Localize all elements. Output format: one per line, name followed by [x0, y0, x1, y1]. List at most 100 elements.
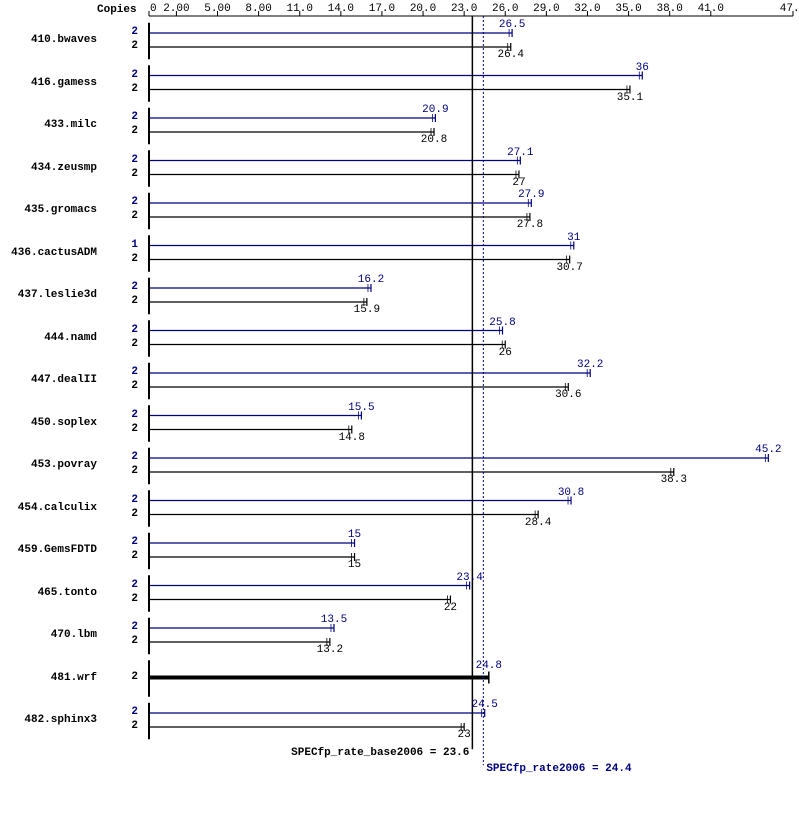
benchmark-name: 459.GemsFDTD: [2, 544, 97, 556]
value-base: 38.3: [661, 474, 687, 486]
value-peak: 25.8: [489, 317, 515, 329]
axis-tick-label: 32.0: [574, 3, 600, 15]
copies-peak: 2: [118, 196, 138, 208]
copies-base: 2: [118, 380, 138, 392]
benchmark-name: 444.namd: [2, 332, 97, 344]
copies-peak: 1: [118, 239, 138, 251]
copies-base: 2: [118, 593, 138, 605]
benchmark-name: 436.cactusADM: [2, 247, 97, 259]
copies-header: Copies: [97, 4, 137, 16]
axis-tick-label: 47.0: [780, 3, 799, 15]
copies-base: 2: [118, 550, 138, 562]
copies-peak: 2: [118, 451, 138, 463]
value-peak: 32.2: [577, 359, 603, 371]
value-peak: 31: [567, 232, 580, 244]
value-base: 27: [512, 177, 525, 189]
spec-rate-chart: Copies 0 2.00 5.00 8.00 11.0 14.0 17.0 20.0 23.0 2…: [0, 0, 799, 831]
copies-peak: 2: [118, 111, 138, 123]
value-peak: 24.5: [471, 699, 497, 711]
axis-tick-label: 0: [150, 3, 157, 15]
benchmark-name: 450.soplex: [2, 417, 97, 429]
copies-peak: 2: [118, 579, 138, 591]
axis-tick-label: 38.0: [656, 3, 682, 15]
value-base: 30.7: [556, 262, 582, 274]
value-peak: 23.4: [456, 572, 482, 584]
base-summary-label: SPECfp_rate_base2006 = 23.6: [291, 747, 469, 759]
copies-base: 2: [118, 295, 138, 307]
copies-base: 2: [118, 635, 138, 647]
benchmark-name: 410.bwaves: [2, 34, 97, 46]
value-base: 22: [444, 602, 457, 614]
peak-summary-label: SPECfp_rate2006 = 24.4: [486, 763, 631, 775]
value-peak: 45.2: [755, 444, 781, 456]
copies-base: 2: [118, 40, 138, 52]
copies-base: 2: [118, 508, 138, 520]
axis-tick-label: 23.0: [451, 3, 477, 15]
value-base: 15.9: [354, 304, 380, 316]
value-peak: 16.2: [358, 274, 384, 286]
copies-peak: 2: [118, 706, 138, 718]
axis-tick-label: 26.0: [492, 3, 518, 15]
benchmark-name: 434.zeusmp: [2, 162, 97, 174]
value-peak: 15: [348, 529, 361, 541]
benchmark-name: 470.lbm: [2, 629, 97, 641]
benchmark-name: 433.milc: [2, 119, 97, 131]
value-peak: 30.8: [558, 487, 584, 499]
value-peak: 24.8: [476, 660, 502, 672]
value-base: 13.2: [317, 644, 343, 656]
benchmark-name: 453.povray: [2, 459, 97, 471]
copies-peak: 2: [118, 69, 138, 81]
value-peak: 26.5: [499, 19, 525, 31]
value-base: 35.1: [617, 92, 643, 104]
axis-tick-label: 29.0: [533, 3, 559, 15]
copies-base: 2: [118, 168, 138, 180]
copies-base: 2: [118, 253, 138, 265]
value-base: 15: [348, 559, 361, 571]
value-base: 23: [458, 729, 471, 741]
value-peak: 27.9: [518, 189, 544, 201]
copies-base: 2: [118, 465, 138, 477]
axis-tick-label: 5.00: [204, 3, 230, 15]
axis-tick-label: 20.0: [410, 3, 436, 15]
copies-base: 2: [118, 210, 138, 222]
copies-peak: 2: [118, 281, 138, 293]
copies-base: 2: [118, 338, 138, 350]
benchmark-name: 416.gamess: [2, 77, 97, 89]
axis-tick-label: 14.0: [328, 3, 354, 15]
copies-base: 2: [118, 671, 138, 683]
axis-tick-label: 35.0: [615, 3, 641, 15]
copies-base: 2: [118, 423, 138, 435]
value-base: 20.8: [421, 134, 447, 146]
copies-peak: 2: [118, 366, 138, 378]
copies-peak: 2: [118, 324, 138, 336]
copies-base: 2: [118, 125, 138, 137]
value-peak: 13.5: [321, 614, 347, 626]
value-base: 26.4: [498, 49, 524, 61]
benchmark-name: 435.gromacs: [2, 204, 97, 216]
value-base: 26: [499, 347, 512, 359]
value-base: 28.4: [525, 517, 551, 529]
axis-tick-label: 41.0: [698, 3, 724, 15]
benchmark-name: 481.wrf: [2, 672, 97, 684]
copies-base: 2: [118, 720, 138, 732]
benchmark-name: 454.calculix: [2, 502, 97, 514]
axis-tick-label: 8.00: [245, 3, 271, 15]
copies-peak: 2: [118, 494, 138, 506]
benchmark-name: 465.tonto: [2, 587, 97, 599]
benchmark-name: 437.leslie3d: [2, 289, 97, 301]
copies-peak: 2: [118, 26, 138, 38]
benchmark-name: 482.sphinx3: [2, 714, 97, 726]
copies-peak: 2: [118, 154, 138, 166]
axis-tick-label: 2.00: [163, 3, 189, 15]
copies-peak: 2: [118, 409, 138, 421]
benchmark-name: 447.dealII: [2, 374, 97, 386]
value-peak: 36: [636, 62, 649, 74]
value-peak: 15.5: [348, 402, 374, 414]
copies-peak: 2: [118, 621, 138, 633]
copies-peak: 2: [118, 536, 138, 548]
value-peak: 20.9: [422, 104, 448, 116]
axis-tick-label: 11.0: [287, 3, 313, 15]
axis-tick-label: 17.0: [369, 3, 395, 15]
value-base: 30.6: [555, 389, 581, 401]
value-peak: 27.1: [507, 147, 533, 159]
